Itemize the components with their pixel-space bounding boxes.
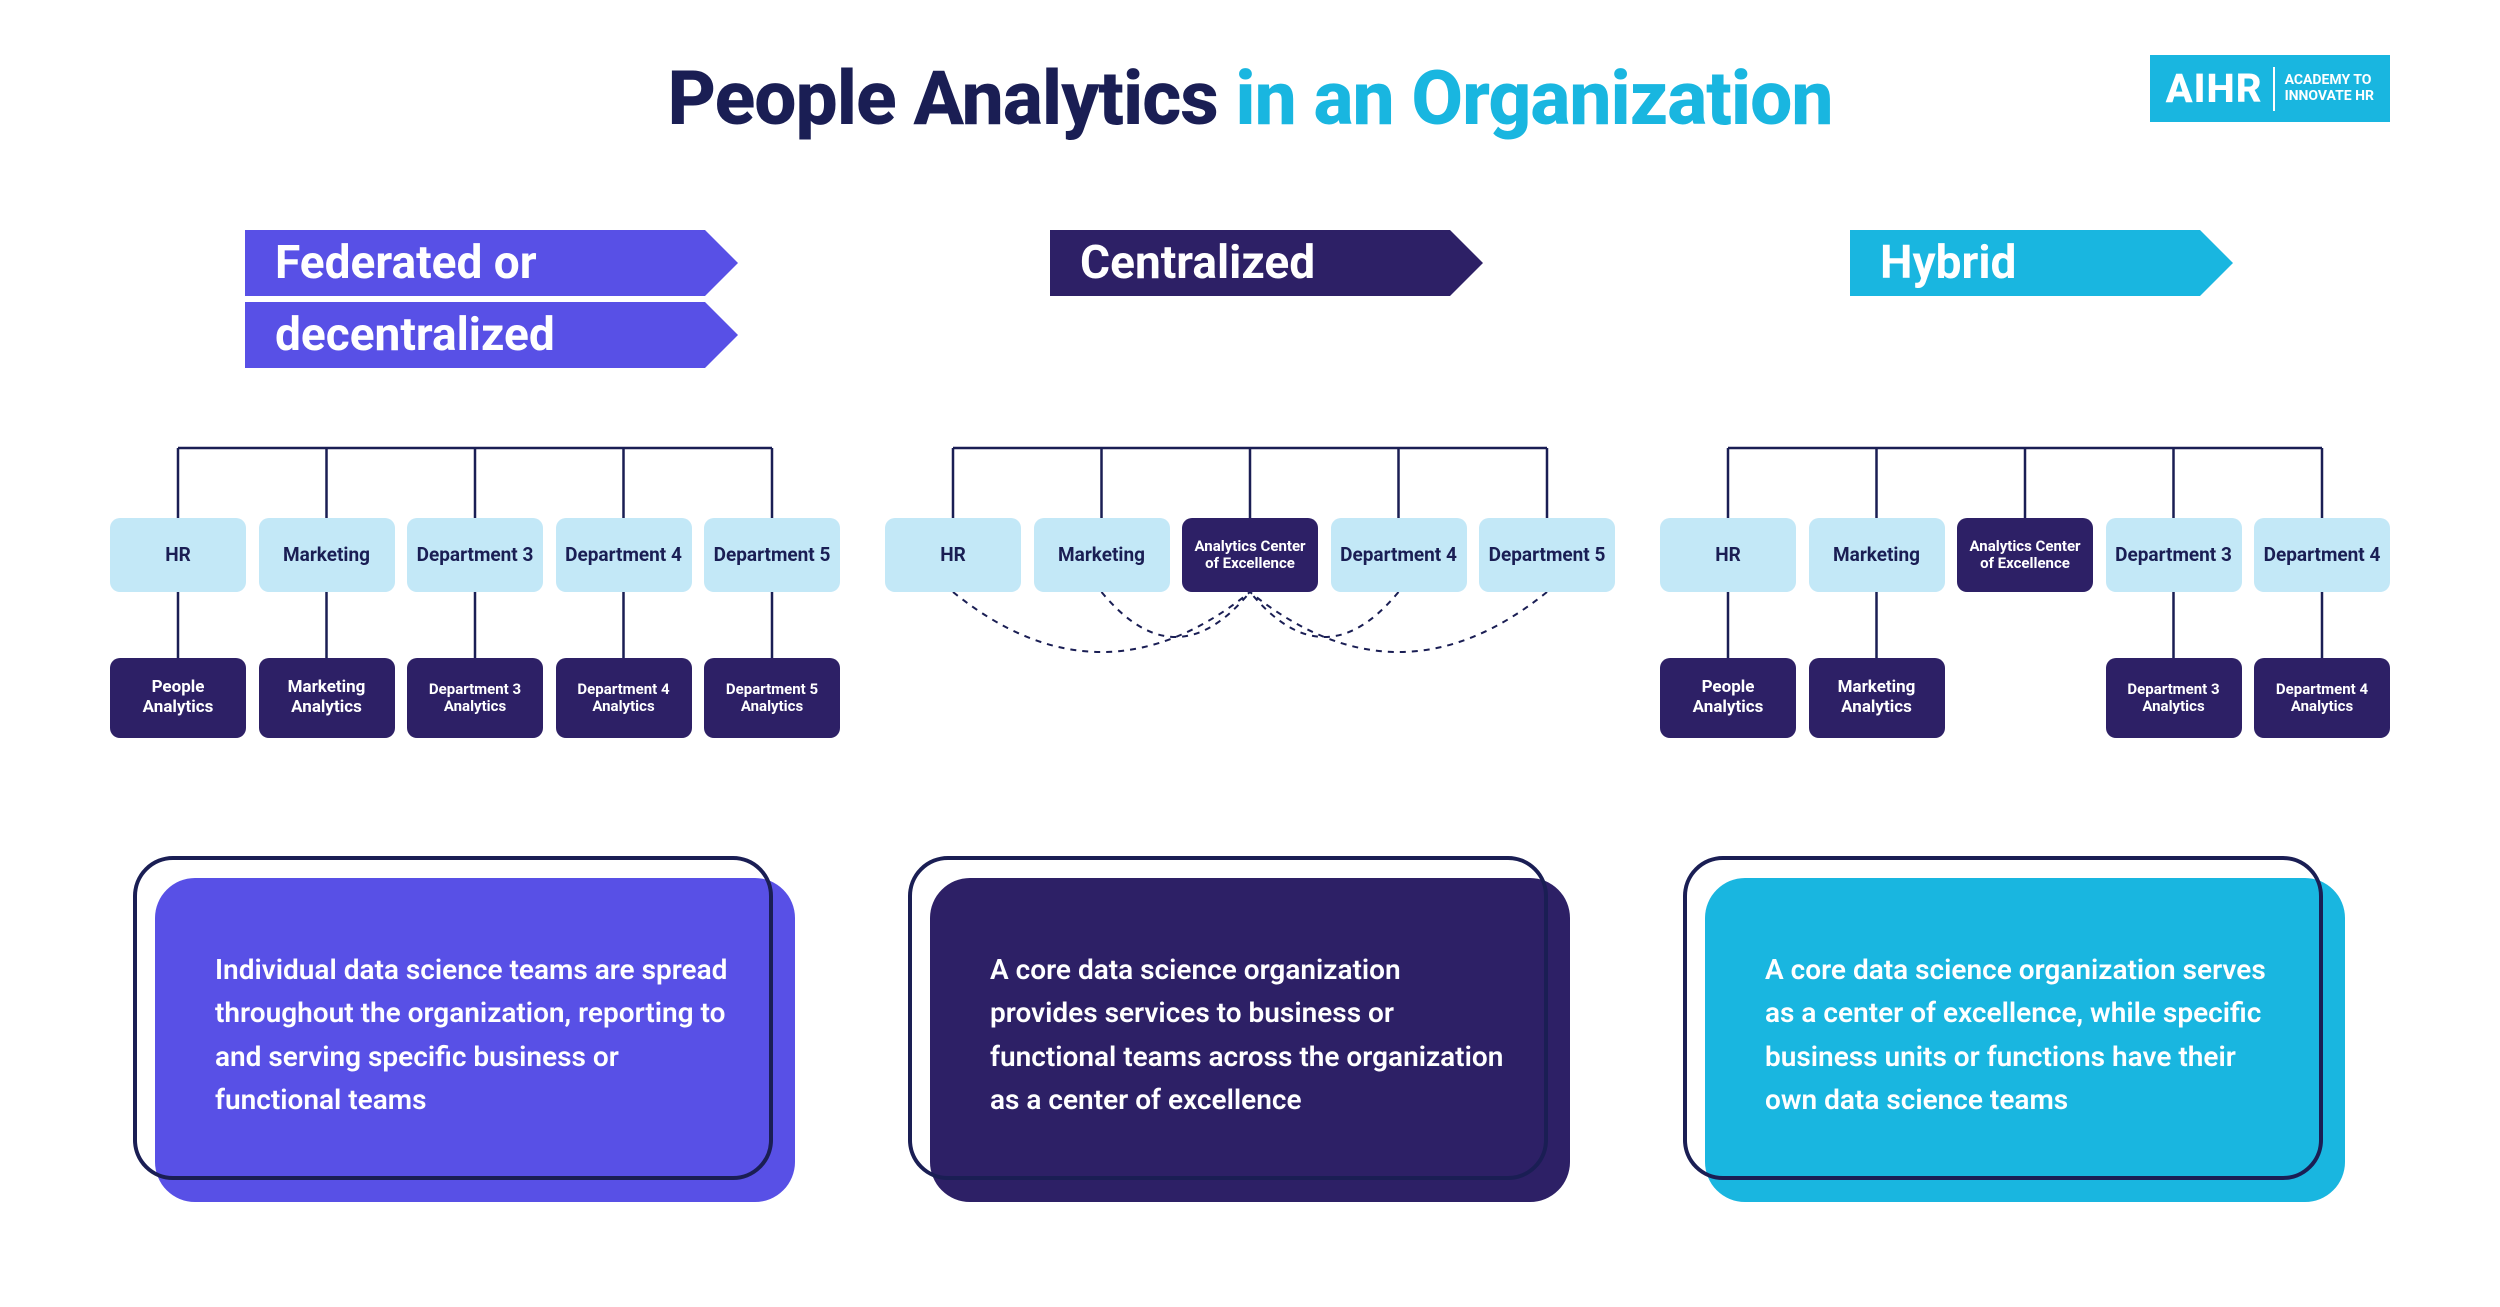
analytics-box: People Analytics — [110, 658, 246, 738]
analytics-box: Department 4 Analytics — [2254, 658, 2390, 738]
column-federated: Federated ordecentralizedHRMarketingDepa… — [110, 230, 840, 1202]
description-hybrid: A core data science organization serves … — [1705, 878, 2345, 1202]
columns-container: Federated ordecentralizedHRMarketingDepa… — [0, 230, 2500, 1202]
description-text: A core data science organization serves … — [1765, 948, 2285, 1122]
analytics-box: Department 4 Analytics — [556, 658, 692, 738]
header-text: Federated or — [275, 230, 537, 296]
title-part-b: in an Organization — [1218, 55, 1833, 143]
logo-tagline: ACADEMY TOINNOVATE HR — [2285, 73, 2374, 104]
dept-box: HR — [110, 518, 246, 592]
dept-box: HR — [885, 518, 1021, 592]
dept-box: Analytics Center of Excellence — [1957, 518, 2093, 592]
description-federated: Individual data science teams are spread… — [155, 878, 795, 1202]
page-title: People Analytics in an Organization — [0, 55, 2500, 143]
analytics-box: Department 3 Analytics — [407, 658, 543, 738]
dept-box: Department 5 — [704, 518, 840, 592]
header-text: decentralized — [275, 302, 555, 368]
dept-box: Marketing — [1809, 518, 1945, 592]
header-hybrid: Hybrid — [1850, 230, 2200, 296]
analytics-box: Department 3 Analytics — [2106, 658, 2242, 738]
column-hybrid: Hybrid HRMarketingAnalytics Center of Exc… — [1660, 230, 2390, 1202]
description-centralized: A core data science organization provide… — [930, 878, 1570, 1202]
dept-box: HR — [1660, 518, 1796, 592]
title-part-a: People Analytics — [667, 55, 1217, 143]
header-federated: Federated ordecentralized — [245, 230, 705, 368]
org-chart-federated: HRMarketingDepartment 3Department 4Depar… — [110, 428, 840, 758]
dept-box: Marketing — [259, 518, 395, 592]
logo-text: AIHR — [2166, 65, 2263, 112]
column-centralized: Centralized HRMarketingAnalytics Center o… — [885, 230, 1615, 1202]
analytics-box: Marketing Analytics — [1809, 658, 1945, 738]
dept-box: Department 4 — [2254, 518, 2390, 592]
description-text: A core data science organization provide… — [990, 948, 1510, 1122]
dept-box: Department 3 — [407, 518, 543, 592]
dept-box: Department 3 — [2106, 518, 2242, 592]
dept-box: Department 5 — [1479, 518, 1615, 592]
header-text: Hybrid — [1880, 230, 2016, 296]
dept-box: Marketing — [1034, 518, 1170, 592]
description-text: Individual data science teams are spread… — [215, 948, 735, 1122]
org-chart-hybrid: HRMarketingAnalytics Center of Excellenc… — [1660, 428, 2390, 758]
analytics-box: Marketing Analytics — [259, 658, 395, 738]
aihr-logo: AIHR ACADEMY TOINNOVATE HR — [2150, 55, 2390, 122]
dept-box: Analytics Center of Excellence — [1182, 518, 1318, 592]
analytics-box: Department 5 Analytics — [704, 658, 840, 738]
dept-box: Department 4 — [1331, 518, 1467, 592]
dept-box: Department 4 — [556, 518, 692, 592]
logo-divider — [2273, 67, 2275, 111]
org-chart-centralized: HRMarketingAnalytics Center of Excellenc… — [885, 428, 1615, 758]
header-text: Centralized — [1080, 230, 1315, 296]
header-centralized: Centralized — [1050, 230, 1450, 296]
analytics-box: People Analytics — [1660, 658, 1796, 738]
